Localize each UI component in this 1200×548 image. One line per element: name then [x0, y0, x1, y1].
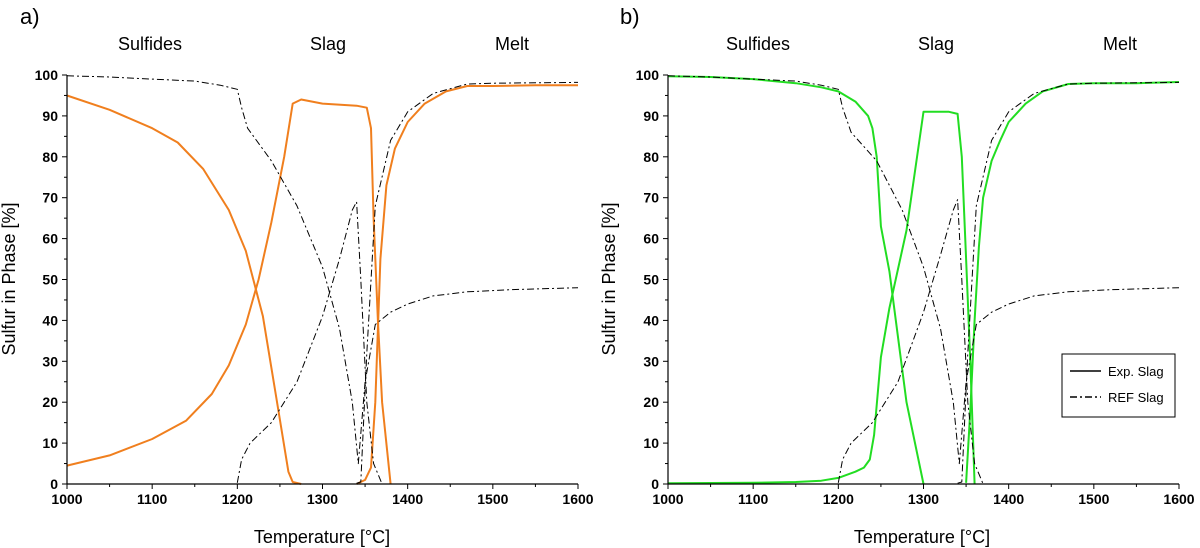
series-line-exp-sulfides — [66, 94, 302, 485]
panel-b-label: b) — [620, 4, 640, 29]
series-line-ref-slag — [837, 199, 984, 485]
y-tick-label: 60 — [42, 231, 58, 247]
legend-box — [1061, 353, 1176, 418]
y-tick-label: 20 — [42, 394, 58, 410]
y-axis-title: Sulfur in Phase [%] — [599, 202, 619, 355]
y-tick-label: 50 — [42, 272, 58, 288]
series-line-exp-sulfides — [667, 75, 925, 485]
x-tick-label: 1300 — [307, 491, 338, 507]
phase-label-slag: Slag — [310, 34, 346, 54]
x-tick-label: 1600 — [1163, 491, 1194, 507]
x-tick-label: 1000 — [652, 491, 683, 507]
phase-label-sulfides: Sulfides — [726, 34, 790, 54]
y-tick-label: 100 — [35, 67, 59, 83]
x-tick-label: 1500 — [477, 491, 508, 507]
y-tick-label: 70 — [643, 190, 659, 206]
y-tick-label: 80 — [42, 149, 58, 165]
legend-entry-exp-slag: Exp. Slag — [1108, 364, 1164, 379]
x-tick-label: 1400 — [392, 491, 423, 507]
series-line-exp-slag — [66, 98, 392, 485]
x-axis-title: Temperature [°C] — [854, 527, 990, 547]
x-tick-label: 1400 — [993, 491, 1024, 507]
series-line-ref-sulfides — [66, 75, 579, 465]
x-tick-label: 1000 — [51, 491, 82, 507]
x-tick-label: 1100 — [137, 491, 168, 507]
x-tick-label: 1200 — [823, 491, 854, 507]
y-tick-label: 0 — [651, 476, 659, 492]
y-tick-label: 30 — [42, 353, 58, 369]
y-tick-label: 90 — [643, 108, 659, 124]
plot-area-b: 1000 1100 1200 1300 1400 1500 1600 0 10 20 30 40 50 6… — [636, 67, 1195, 507]
panel-a-label: a) — [20, 4, 40, 29]
series-line-ref-melt — [957, 81, 1180, 484]
plot-area-a: 1000 1100 1200 1300 1400 1500 1600 0 10 20 30 40 50 6… — [35, 67, 594, 507]
y-tick-label: 40 — [643, 312, 659, 328]
y-tick-label: 10 — [643, 435, 659, 451]
legend: Exp. Slag REF Slag — [1061, 353, 1176, 418]
y-tick-label: 10 — [42, 435, 58, 451]
panel-a: a) Sulfides Slag Melt 1000 1100 1200 1300 14… — [0, 4, 594, 547]
phase-label-melt: Melt — [1103, 34, 1137, 54]
y-axis-title: Sulfur in Phase [%] — [0, 202, 19, 355]
y-tick-label: 90 — [42, 108, 58, 124]
x-tick-label: 1600 — [562, 491, 593, 507]
x-tick-label: 1200 — [222, 491, 253, 507]
phase-label-melt: Melt — [495, 34, 529, 54]
y-tick-label: 40 — [42, 312, 58, 328]
x-tick-label: 1300 — [908, 491, 939, 507]
y-tick-label: 70 — [42, 190, 58, 206]
x-tick-label: 1500 — [1078, 491, 1109, 507]
phase-label-slag: Slag — [918, 34, 954, 54]
y-tick-label: 0 — [50, 476, 58, 492]
series-line-exp-melt — [356, 84, 578, 485]
y-tick-label: 60 — [643, 231, 659, 247]
y-tick-label: 50 — [643, 272, 659, 288]
x-axis-title: Temperature [°C] — [254, 527, 390, 547]
y-tick-label: 30 — [643, 353, 659, 369]
y-tick-label: 100 — [636, 67, 660, 83]
series-line-ref-melt — [356, 81, 579, 484]
y-tick-label: 80 — [643, 149, 659, 165]
x-tick-label: 1100 — [738, 491, 769, 507]
panel-b: b) Sulfides Slag Melt 1000 1100 1200 1300 14… — [599, 4, 1195, 547]
phase-label-sulfides: Sulfides — [118, 34, 182, 54]
y-tick-label: 20 — [643, 394, 659, 410]
series-line-ref-sulfides — [667, 75, 1180, 465]
series-line-exp-melt — [965, 81, 1180, 483]
legend-entry-ref-slag: REF Slag — [1108, 390, 1164, 405]
series-line-exp-slag — [667, 110, 976, 485]
series-line-ref-slag — [236, 201, 383, 485]
